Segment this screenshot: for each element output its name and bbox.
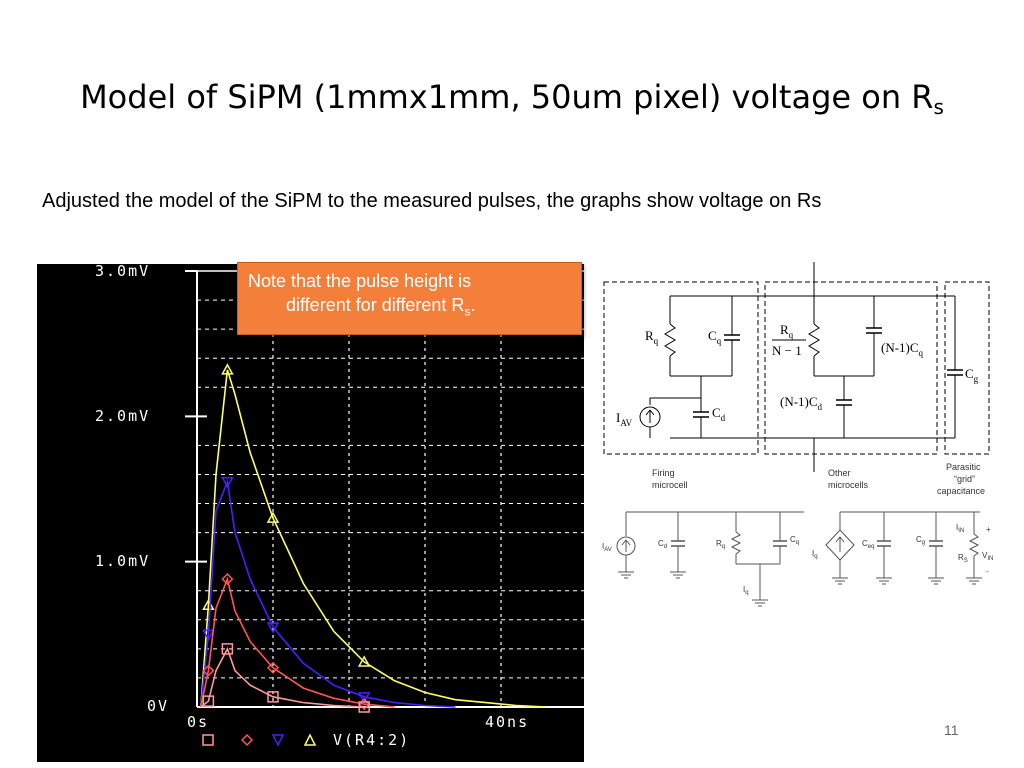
series-marker-triangle-down <box>202 629 215 641</box>
caption-parasitic-2: “grid” <box>954 474 975 484</box>
callout-line-2-end: . <box>470 295 476 315</box>
series-marker-diamond <box>202 664 215 677</box>
legend-triangle-down-marker <box>271 734 285 747</box>
parasitic-box <box>944 281 990 455</box>
page-number: 11 <box>944 722 959 738</box>
callout-line-2: different for different Rs. <box>248 293 571 324</box>
cq-label: Cq <box>708 328 722 346</box>
y-tick-label: 0V <box>147 697 169 715</box>
lower-cd-label: Cd <box>658 539 667 550</box>
lower-iin-label: IIN <box>956 523 964 534</box>
grid-lines <box>197 271 584 707</box>
caption-firing-2: microcell <box>652 480 688 490</box>
legend-label: V(R4:2) <box>333 731 410 749</box>
legend-diamond-marker <box>240 733 254 747</box>
y-tick-label: 2.0mV <box>95 407 150 425</box>
series-marker-triangle-down <box>266 622 280 634</box>
title-subscript: s <box>933 95 944 119</box>
series-marker-triangle <box>221 363 234 375</box>
other-microcells-box <box>764 281 938 455</box>
rq-resistor <box>664 323 676 357</box>
firing-microcell-box <box>603 281 759 455</box>
caption-parasitic-1: Parasitic <box>946 462 981 472</box>
series-marker-triangle-down <box>357 692 371 704</box>
x-tick-label: 40ns <box>485 713 529 731</box>
callout-subscript: s <box>464 304 471 319</box>
lower-cg-label: Cg <box>916 535 925 546</box>
caption-other-2: microcells <box>828 480 869 490</box>
rq-label: Rq <box>645 328 659 346</box>
title-text: Model of SiPM (1mmx1mm, 50um pixel) volt… <box>80 78 934 116</box>
circuit-diagram: Rq Cq Cd IAV Rq N − 1 (N-1)Cq (N-1)Cd Cg… <box>600 262 996 614</box>
axis-ticks <box>185 270 207 563</box>
series-line-triangle <box>200 369 547 708</box>
series-line-square <box>200 646 365 708</box>
n1cq-label: (N-1)Cq <box>881 340 924 358</box>
series-marker-square <box>221 643 234 655</box>
lower-iq2-label: Iq <box>812 549 818 560</box>
rq-fraction-denominator: N − 1 <box>772 343 802 358</box>
series-marker-square <box>267 691 279 703</box>
iav-label: IAV <box>616 410 633 428</box>
series-marker-triangle <box>266 511 280 523</box>
y-tick-label: 3.0mV <box>95 264 150 280</box>
x-tick-label: 0s <box>187 713 209 731</box>
lower-iq-label: Iq <box>743 585 749 596</box>
callout-line-1: Note that the pulse height is <box>248 271 472 291</box>
series-group <box>200 363 547 713</box>
caption-firing-1: Firing <box>652 468 675 478</box>
y-tick-label: 1.0mV <box>95 552 150 570</box>
cg-label: Cg <box>965 366 979 384</box>
lower-vin-label: VIN <box>982 551 993 562</box>
lower-rq-label: Rq <box>716 539 725 550</box>
note-callout: Note that the pulse height is different … <box>237 262 582 335</box>
series-marker-triangle-down <box>221 476 234 489</box>
slide-title: Model of SiPM (1mmx1mm, 50um pixel) volt… <box>0 78 1024 119</box>
legend-square-marker <box>202 734 214 746</box>
legend-triangle-marker <box>303 733 317 746</box>
lower-minus-label: - <box>986 567 989 576</box>
bullet-text: Adjusted the model of the SiPM to the me… <box>42 190 822 212</box>
series-marker-square <box>202 695 215 707</box>
lower-plus-label: + <box>986 525 991 534</box>
series-line-triangle-down <box>200 478 456 708</box>
lower-rs-label: RS <box>958 553 968 564</box>
n1cd-label: (N-1)Cd <box>780 394 823 412</box>
cd-label: Cd <box>712 405 726 423</box>
caption-other-1: Other <box>828 468 851 478</box>
series-marker-triangle <box>357 655 371 667</box>
simulation-plot: 3.0mV 2.0mV 1.0mV 0V 0s 40ns V(R4:2) <box>37 264 584 762</box>
plot-svg: 3.0mV 2.0mV 1.0mV 0V 0s 40ns V(R4:2) <box>95 264 584 749</box>
circuit-svg: Rq Cq Cd IAV Rq N − 1 (N-1)Cq (N-1)Cd Cg… <box>602 262 993 607</box>
lower-ceq-label: Ceq <box>862 539 874 550</box>
series-line-diamond <box>200 576 395 708</box>
series-marker-diamond <box>221 573 234 586</box>
lower-cq-label: Cq <box>790 535 799 546</box>
rq-n-resistor <box>808 323 820 357</box>
callout-line-2-text: different for different R <box>286 295 465 315</box>
series-marker-square <box>358 701 370 713</box>
series-marker-diamond <box>266 661 280 674</box>
lower-iav-label: IAV <box>602 542 612 553</box>
rq-fraction-numerator: Rq <box>780 322 794 340</box>
caption-parasitic-3: capacitance <box>937 486 985 496</box>
